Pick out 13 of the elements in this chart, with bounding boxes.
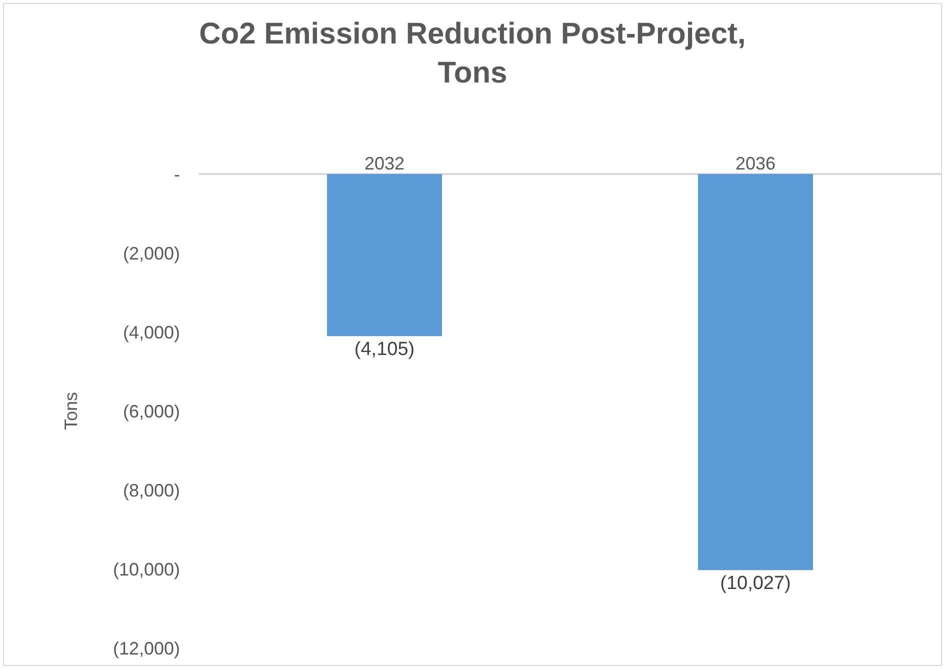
chart-title: Co2 Emission Reduction Post-Project, Tons	[199, 18, 746, 90]
x-tick-label: 2032	[364, 153, 405, 174]
y-tick-label: (12,000)	[112, 638, 180, 658]
y-tick-label: (6,000)	[122, 401, 180, 422]
x-tick-label: 2036	[735, 153, 776, 174]
y-axis-title: Tons	[61, 392, 82, 430]
y-tick-label: (2,000)	[122, 243, 180, 264]
y-tick-label: (10,000)	[112, 559, 180, 580]
data-label: (10,027)	[720, 573, 791, 594]
y-tick-label: (4,000)	[122, 322, 180, 342]
data-label: (4,105)	[354, 339, 415, 360]
y-tick-label: (8,000)	[122, 480, 180, 500]
y-tick-label: -	[174, 164, 180, 184]
